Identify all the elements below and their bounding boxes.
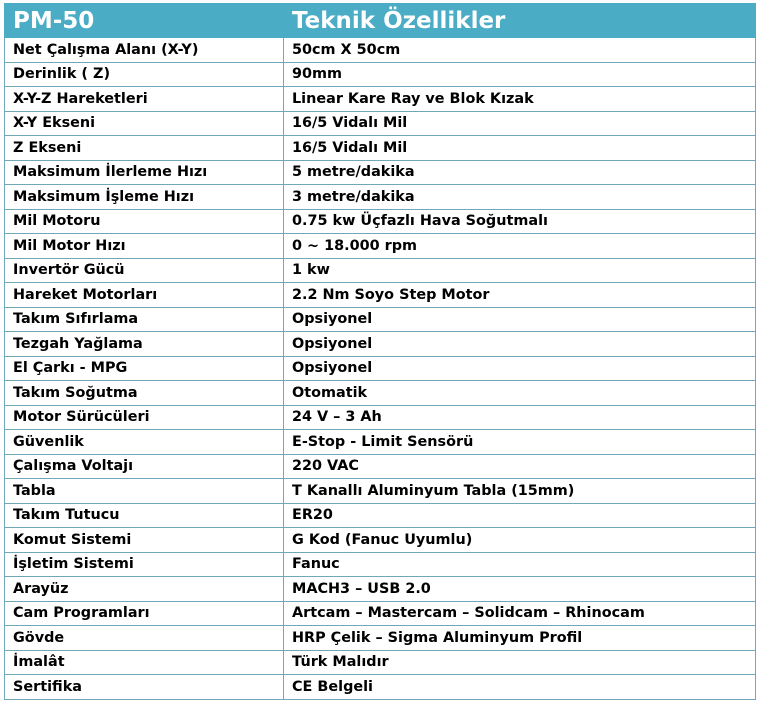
spec-value: 1 kw xyxy=(283,257,756,283)
spec-value: 50cm X 50cm xyxy=(283,37,756,63)
table-row: Mil Motoru 0.75 kw Üçfazlı Hava Soğutmalı xyxy=(4,208,756,234)
spec-value: Fanuc xyxy=(283,551,756,577)
spec-value: 2.2 Nm Soyo Step Motor xyxy=(283,282,756,308)
table-row: Takım Sıfırlama Opsiyonel xyxy=(4,306,756,332)
spec-value: 3 metre/dakika xyxy=(283,184,756,210)
spec-label: Motor Sürücüleri xyxy=(4,404,284,430)
table-row: Tezgah Yağlama Opsiyonel xyxy=(4,331,756,357)
table-row: Takım Tutucu ER20 xyxy=(4,502,756,528)
spec-label: Gövde xyxy=(4,625,284,651)
spec-label: Invertör Gücü xyxy=(4,257,284,283)
spec-value: Opsiyonel xyxy=(283,306,756,332)
table-row: Güvenlik E-Stop - Limit Sensörü xyxy=(4,429,756,455)
spec-value: Opsiyonel xyxy=(283,331,756,357)
spec-value: ER20 xyxy=(283,502,756,528)
spec-label: Güvenlik xyxy=(4,429,284,455)
table-row: X-Y-Z Hareketleri Linear Kare Ray ve Blok… xyxy=(4,86,756,112)
table-row: Takım Soğutma Otomatik xyxy=(4,380,756,406)
table-row: Z Ekseni 16/5 Vidalı Mil xyxy=(4,135,756,161)
spec-label: İşletim Sistemi xyxy=(4,551,284,577)
table-row: Cam Programları Artcam – Mastercam – Soli… xyxy=(4,600,756,626)
table-row: Sertifika CE Belgeli xyxy=(4,674,756,700)
spec-label: Tezgah Yağlama xyxy=(4,331,284,357)
spec-label: Takım Tutucu xyxy=(4,502,284,528)
spec-label: El Çarkı - MPG xyxy=(4,355,284,381)
table-row: Komut Sistemi G Kod (Fanuc Uyumlu) xyxy=(4,527,756,553)
table-row: Maksimum İşleme Hızı 3 metre/dakika xyxy=(4,184,756,210)
table-row: Tabla T Kanallı Aluminyum Tabla (15mm) xyxy=(4,478,756,504)
spec-label: Z Ekseni xyxy=(4,135,284,161)
spec-label: Maksimum İlerleme Hızı xyxy=(4,159,284,185)
table-row: Motor Sürücüleri 24 V – 3 Ah xyxy=(4,404,756,430)
spec-value: E-Stop - Limit Sensörü xyxy=(283,429,756,455)
spec-value: 0 ~ 18.000 rpm xyxy=(283,233,756,259)
spec-label: Mil Motor Hızı xyxy=(4,233,284,259)
spec-label: Çalışma Voltajı xyxy=(4,453,284,479)
table-row: Net Çalışma Alanı (X-Y) 50cm X 50cm xyxy=(4,37,756,63)
spec-value: Otomatik xyxy=(283,380,756,406)
table-row: Invertör Gücü 1 kw xyxy=(4,257,756,283)
spec-value: Artcam – Mastercam – Solidcam – Rhinocam xyxy=(283,600,756,626)
table-row: Maksimum İlerleme Hızı 5 metre/dakika xyxy=(4,159,756,185)
spec-label: Arayüz xyxy=(4,576,284,602)
spec-value: 0.75 kw Üçfazlı Hava Soğutmalı xyxy=(283,208,756,234)
spec-value: 5 metre/dakika xyxy=(283,159,756,185)
spec-value: MACH3 – USB 2.0 xyxy=(283,576,756,602)
table-row: İmalât Türk Malıdır xyxy=(4,649,756,675)
table-row: Derinlik ( Z) 90mm xyxy=(4,61,756,87)
table-row: Gövde HRP Çelik – Sigma Aluminyum Profil xyxy=(4,625,756,651)
spec-label: Takım Soğutma xyxy=(4,380,284,406)
spec-value: Opsiyonel xyxy=(283,355,756,381)
table-row: İşletim Sistemi Fanuc xyxy=(4,551,756,577)
spec-label: Tabla xyxy=(4,478,284,504)
spec-table: PM-50 Teknik Özellikler Net Çalışma Alan… xyxy=(4,3,756,700)
spec-label: Maksimum İşleme Hızı xyxy=(4,184,284,210)
spec-label: İmalât xyxy=(4,649,284,675)
spec-label: Komut Sistemi xyxy=(4,527,284,553)
table-row: Arayüz MACH3 – USB 2.0 xyxy=(4,576,756,602)
table-row: Çalışma Voltajı 220 VAC xyxy=(4,453,756,479)
table-row: X-Y Ekseni 16/5 Vidalı Mil xyxy=(4,110,756,136)
spec-value: CE Belgeli xyxy=(283,674,756,700)
spec-label: Cam Programları xyxy=(4,600,284,626)
spec-value: 220 VAC xyxy=(283,453,756,479)
spec-label: X-Y Ekseni xyxy=(4,110,284,136)
spec-label: Net Çalışma Alanı (X-Y) xyxy=(4,37,284,63)
header-row: PM-50 Teknik Özellikler xyxy=(4,3,756,38)
spec-value: G Kod (Fanuc Uyumlu) xyxy=(283,527,756,553)
spec-label: Sertifika xyxy=(4,674,284,700)
model-name: PM-50 xyxy=(4,3,284,38)
spec-label: Takım Sıfırlama xyxy=(4,306,284,332)
table-title: Teknik Özellikler xyxy=(283,3,756,38)
table-row: Hareket Motorları 2.2 Nm Soyo Step Motor xyxy=(4,282,756,308)
spec-value: 16/5 Vidalı Mil xyxy=(283,110,756,136)
spec-value: 16/5 Vidalı Mil xyxy=(283,135,756,161)
spec-label: Hareket Motorları xyxy=(4,282,284,308)
spec-value: 24 V – 3 Ah xyxy=(283,404,756,430)
spec-value: Linear Kare Ray ve Blok Kızak xyxy=(283,86,756,112)
spec-value: HRP Çelik – Sigma Aluminyum Profil xyxy=(283,625,756,651)
spec-value: 90mm xyxy=(283,61,756,87)
spec-label: Mil Motoru xyxy=(4,208,284,234)
table-row: Mil Motor Hızı 0 ~ 18.000 rpm xyxy=(4,233,756,259)
table-row: El Çarkı - MPG Opsiyonel xyxy=(4,355,756,381)
spec-value: Türk Malıdır xyxy=(283,649,756,675)
spec-label: Derinlik ( Z) xyxy=(4,61,284,87)
spec-label: X-Y-Z Hareketleri xyxy=(4,86,284,112)
spec-value: T Kanallı Aluminyum Tabla (15mm) xyxy=(283,478,756,504)
